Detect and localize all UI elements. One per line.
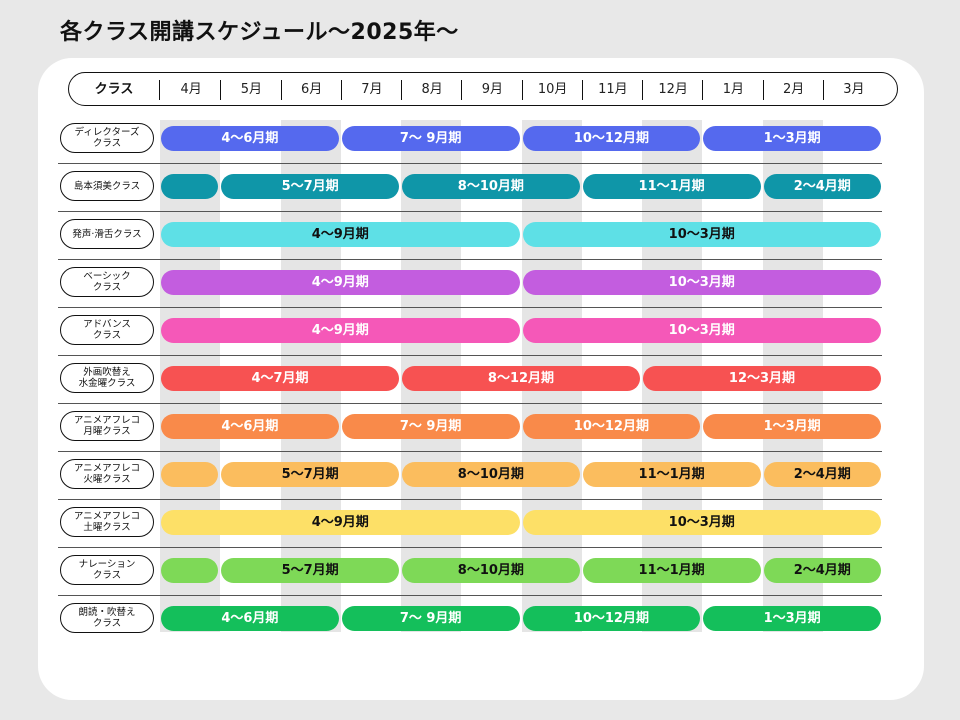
- header-separator: [461, 80, 463, 100]
- month-header: 1月: [722, 82, 745, 97]
- class-label: 発声·滑舌クラス: [60, 219, 154, 249]
- period-bar: 10〜12月期: [522, 414, 701, 439]
- month-header: 10月: [537, 82, 568, 97]
- header-separator: [159, 80, 160, 100]
- period-bar: 7〜 9月期: [341, 606, 520, 631]
- class-label: ナレーション クラス: [60, 555, 154, 585]
- header-separator: [762, 80, 764, 100]
- period-bar: 2〜4月期: [763, 462, 881, 487]
- period-bar: 4〜9月期: [161, 222, 520, 247]
- row-divider: [58, 163, 882, 164]
- month-header: 8月: [421, 82, 443, 97]
- row-divider: [58, 307, 882, 308]
- period-bar: 11〜1月期: [582, 174, 761, 199]
- row-divider: [58, 547, 882, 548]
- row-divider: [58, 451, 882, 452]
- month-header: 11月: [598, 82, 628, 97]
- period-bar: 8〜10月期: [402, 462, 580, 487]
- period-bar: 5〜7月期: [221, 462, 399, 487]
- period-bar: 8〜10月期: [402, 174, 580, 199]
- row-divider: [58, 211, 882, 212]
- header-separator: [702, 80, 704, 100]
- period-bar: 4〜9月期: [161, 270, 520, 295]
- header-separator: [581, 80, 583, 100]
- class-label: 外画吹替え 水金曜クラス: [60, 363, 154, 393]
- period-bar: 2〜4月期: [763, 174, 881, 199]
- header-separator: [642, 80, 643, 100]
- period-bar: 4〜7月期: [161, 366, 399, 391]
- row-divider: [58, 595, 882, 596]
- period-bar: 8〜12月期: [402, 366, 640, 391]
- class-label: 朗読・吹替え クラス: [60, 603, 154, 633]
- period-bar: 2〜4月期: [763, 558, 881, 583]
- period-bar: 10〜3月期: [522, 510, 881, 535]
- period-bar: 10〜3月期: [522, 222, 881, 247]
- row-divider: [58, 259, 882, 260]
- month-header: 5月: [240, 82, 263, 97]
- period-bar: 10〜12月期: [522, 606, 701, 631]
- month-header: 4月: [180, 82, 202, 97]
- month-header: 2月: [782, 82, 805, 97]
- period-bar: 10〜12月期: [522, 126, 701, 151]
- period-bar: 4〜9月期: [161, 510, 520, 535]
- period-bar: 5〜7月期: [221, 174, 399, 199]
- period-bar: 4〜6月期: [161, 606, 339, 631]
- header-separator: [401, 80, 402, 100]
- period-bar: [161, 462, 219, 487]
- header-separator: [280, 80, 282, 100]
- period-bar: 4〜6月期: [161, 414, 339, 439]
- row-divider: [58, 499, 882, 500]
- month-header: 12月: [658, 82, 688, 97]
- header-separator: [340, 80, 342, 100]
- period-bar: 5〜7月期: [221, 558, 399, 583]
- row-divider: [58, 355, 882, 356]
- period-bar: 11〜1月期: [582, 558, 761, 583]
- month-header: 7月: [361, 82, 383, 97]
- header-separator: [220, 80, 222, 100]
- page-title: 各クラス開講スケジュール〜2025年〜: [60, 20, 459, 45]
- month-header: 3月: [843, 82, 865, 97]
- period-bar: 4〜6月期: [161, 126, 339, 151]
- period-bar: [161, 558, 219, 583]
- row-divider: [58, 403, 882, 404]
- class-label: アニメアフレコ 月曜クラス: [60, 411, 154, 441]
- month-header: 6月: [300, 82, 323, 97]
- class-label: アドバンス クラス: [60, 315, 154, 345]
- period-bar: 11〜1月期: [582, 462, 761, 487]
- class-label: アニメアフレコ 火曜クラス: [60, 459, 154, 489]
- period-bar: 4〜9月期: [161, 318, 520, 343]
- period-bar: 8〜10月期: [402, 558, 580, 583]
- period-bar: 1〜3月期: [703, 414, 881, 439]
- period-bar: 7〜 9月期: [341, 414, 520, 439]
- month-header: 9月: [481, 82, 504, 97]
- header-row: クラス 4月 5月 6月 7月 8月 9月 10月 11月 12月 1月 2月 3月: [68, 72, 898, 106]
- header-separator: [521, 80, 523, 100]
- period-bar: 1〜3月期: [703, 606, 881, 631]
- period-bar: 10〜3月期: [522, 270, 881, 295]
- period-bar: 1〜3月期: [703, 126, 881, 151]
- header-separator: [822, 80, 824, 100]
- class-label: 島本須美クラス: [60, 171, 154, 201]
- class-label: アニメアフレコ 土曜クラス: [60, 507, 154, 537]
- period-bar: [161, 174, 219, 199]
- class-label: ディレクターズ クラス: [60, 123, 154, 153]
- period-bar: 7〜 9月期: [341, 126, 520, 151]
- class-label: ベーシック クラス: [60, 267, 154, 297]
- period-bar: 10〜3月期: [522, 318, 881, 343]
- class-column-header: クラス: [94, 82, 134, 97]
- period-bar: 12〜3月期: [643, 366, 881, 391]
